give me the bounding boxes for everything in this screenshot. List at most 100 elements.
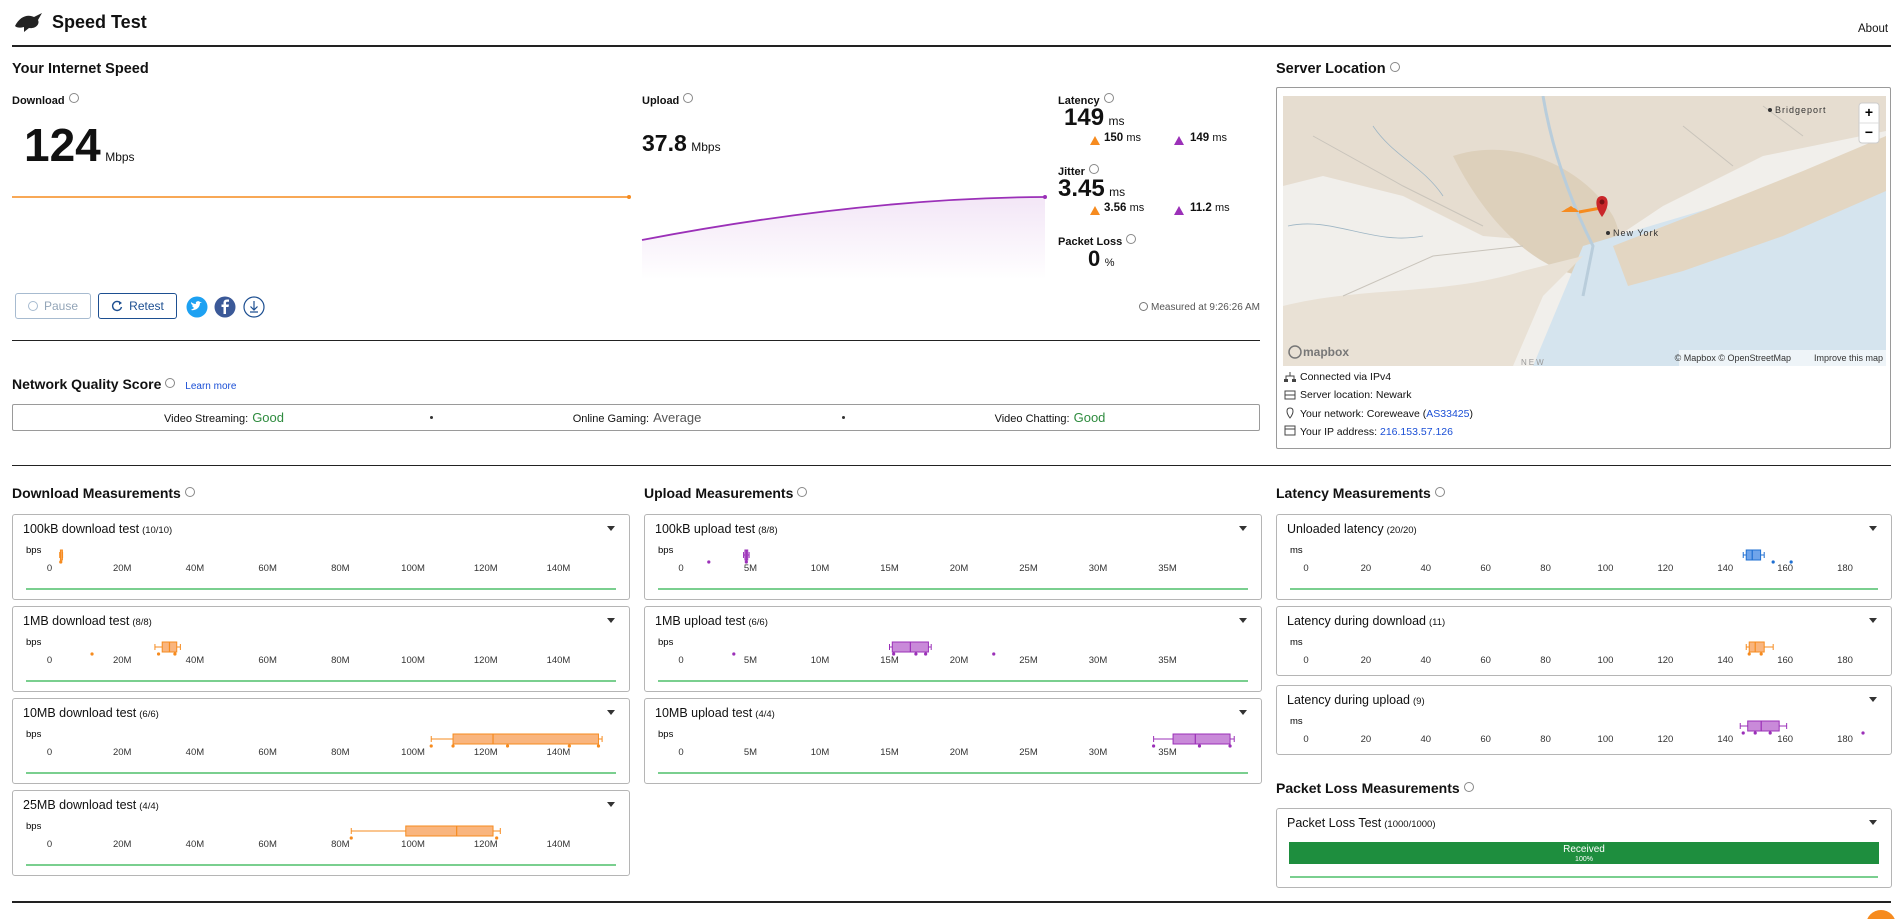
count: (6/6) — [748, 617, 768, 628]
info-icon[interactable] — [1434, 487, 1445, 497]
retest-button[interactable]: Retest — [98, 293, 177, 319]
x-tick-label: 20M — [950, 655, 969, 666]
x-tick-label: 40 — [1421, 563, 1432, 574]
download-value: 124 Mbps — [24, 118, 135, 172]
jitter-label: Jitter — [1058, 164, 1099, 178]
expand-chevron[interactable] — [1239, 618, 1247, 623]
data-point — [1789, 560, 1793, 564]
map-improve[interactable]: Improve this map — [1814, 353, 1883, 363]
asn-link[interactable]: AS33425 — [1426, 407, 1470, 420]
x-tick-label: 120 — [1657, 655, 1673, 666]
x-tick-label: 20M — [950, 563, 969, 574]
measurement-panel: 1MB download test (8/8) bps 0 20M 40M 60M 80M 10… — [12, 606, 630, 692]
panel-chart: bps 0 20M 40M 60M 80M 100M 120M 140M — [26, 710, 616, 774]
title: 100kB upload test — [655, 522, 756, 536]
expand-chevron[interactable] — [1239, 710, 1247, 715]
info-icon[interactable] — [1126, 234, 1137, 244]
panel-chart: bps 0 20M 40M 60M 80M 100M 120M 140M — [26, 526, 616, 590]
measurement-panel: 100kB download test (10/10) bps 0 20M 40M 60M 8… — [12, 514, 630, 600]
x-tick-label: 0 — [678, 563, 683, 574]
bar-value-label: 100% — [1575, 856, 1593, 863]
expand-chevron[interactable] — [1869, 697, 1877, 702]
x-tick-label: 20M — [113, 563, 132, 574]
quality-label: Video Chatting: — [994, 413, 1070, 425]
info-icon[interactable] — [1463, 782, 1474, 792]
x-tick-label: 0 — [47, 747, 52, 758]
expand-chevron[interactable] — [607, 802, 615, 807]
count: (8/8) — [758, 525, 778, 536]
count: (8/8) — [132, 617, 152, 628]
x-tick-label: 100M — [401, 563, 425, 574]
info-icon[interactable] — [68, 93, 79, 103]
footer-rule — [12, 901, 1891, 903]
data-point — [567, 744, 571, 748]
x-tick-label: 140 — [1717, 655, 1733, 666]
panel-chart: ms0 20 40 60 80 100 120 140 160 180 — [1290, 697, 1877, 745]
x-tick-label: 30M — [1089, 563, 1108, 574]
x-tick-label: 100 — [1598, 734, 1614, 745]
info-icon[interactable] — [797, 487, 808, 497]
unit: ms — [1212, 132, 1228, 144]
bar — [1289, 842, 1879, 864]
expand-chevron[interactable] — [1869, 618, 1877, 623]
x-tick-label: 20 — [1361, 563, 1372, 574]
data-point — [914, 652, 918, 656]
panel-chart: bps 0 20M 40M 60M 80M 100M 120M 140M — [26, 618, 616, 682]
info-row: Server location: Newark — [1300, 389, 1412, 402]
text: Packet Loss Measurements — [1276, 780, 1460, 796]
info-row: Connected via IPv4 — [1300, 371, 1392, 383]
zoom-out[interactable]: − — [1865, 124, 1873, 140]
data-point — [732, 652, 736, 656]
measurement-panel: Unloaded latency (20/20) ms 0 20 40 60 80 100 120… — [1276, 514, 1892, 600]
x-tick-label: 5M — [744, 747, 757, 758]
x-tick-label: 0 — [47, 839, 52, 850]
expand-chevron[interactable] — [607, 710, 615, 715]
x-tick-label: 20M — [113, 747, 132, 758]
text: Latency — [1058, 95, 1100, 107]
x-tick-label: 15M — [880, 563, 899, 574]
expand-chevron[interactable] — [1869, 526, 1877, 531]
x-tick-label: 15M — [880, 655, 899, 666]
section-title: Your Internet Speed — [12, 61, 149, 77]
info-icon[interactable] — [683, 93, 694, 103]
share-icons[interactable] — [185, 295, 267, 319]
jitter-up: 11.2 ms — [1190, 202, 1230, 214]
panel-chart: ms0 20 40 60 80 100 120 140 160 180 — [1290, 526, 1878, 590]
info-icon[interactable] — [184, 487, 195, 497]
about-link[interactable]: About — [1858, 23, 1889, 35]
x-tick-label: 5M — [744, 655, 757, 666]
info-icon[interactable] — [165, 378, 176, 388]
x-tick-label: 120 — [1657, 563, 1673, 574]
value: 149 — [1064, 104, 1105, 131]
map[interactable]: New York Bridgeport NEW + − mapbox © Map… — [1283, 96, 1886, 366]
text: Network Quality Score — [12, 376, 162, 392]
expand-chevron[interactable] — [1869, 820, 1877, 825]
x-tick-label: 160 — [1777, 563, 1793, 574]
quality-item: Video Chatting: Good — [995, 410, 1106, 425]
panel-title: 1MB upload test (6/6) — [655, 614, 768, 628]
info-icon[interactable] — [1103, 93, 1114, 103]
text: Latency Measurements — [1276, 485, 1431, 501]
x-tick-label: 60M — [258, 747, 277, 758]
learn-more-link[interactable]: Learn more — [185, 381, 237, 392]
unit: ms — [1109, 185, 1126, 199]
server-box: New York Bridgeport NEW + − mapbox © Map… — [1276, 87, 1891, 449]
x-tick-label: 40M — [186, 655, 205, 666]
data-point — [1152, 744, 1156, 748]
expand-chevron[interactable] — [607, 526, 615, 531]
feedback-badge[interactable] — [1855, 905, 1900, 919]
zoom-in[interactable]: + — [1865, 104, 1873, 120]
expand-chevron[interactable] — [607, 618, 615, 623]
panel-title: 10MB upload test (4/4) — [655, 706, 775, 720]
x-tick-label: 15M — [880, 747, 899, 758]
count: (20/20) — [1386, 525, 1417, 536]
data-point — [992, 652, 996, 656]
ip-link[interactable]: 216.153.57.126 — [1379, 425, 1453, 438]
speed-graph — [12, 195, 1047, 280]
pause-button[interactable]: Pause — [15, 293, 91, 319]
axis-unit: bps — [26, 637, 42, 648]
panel-title: 100kB download test (10/10) — [23, 522, 172, 536]
info-icon[interactable] — [1088, 164, 1099, 174]
info-icon[interactable] — [1389, 62, 1400, 72]
expand-chevron[interactable] — [1239, 526, 1247, 531]
